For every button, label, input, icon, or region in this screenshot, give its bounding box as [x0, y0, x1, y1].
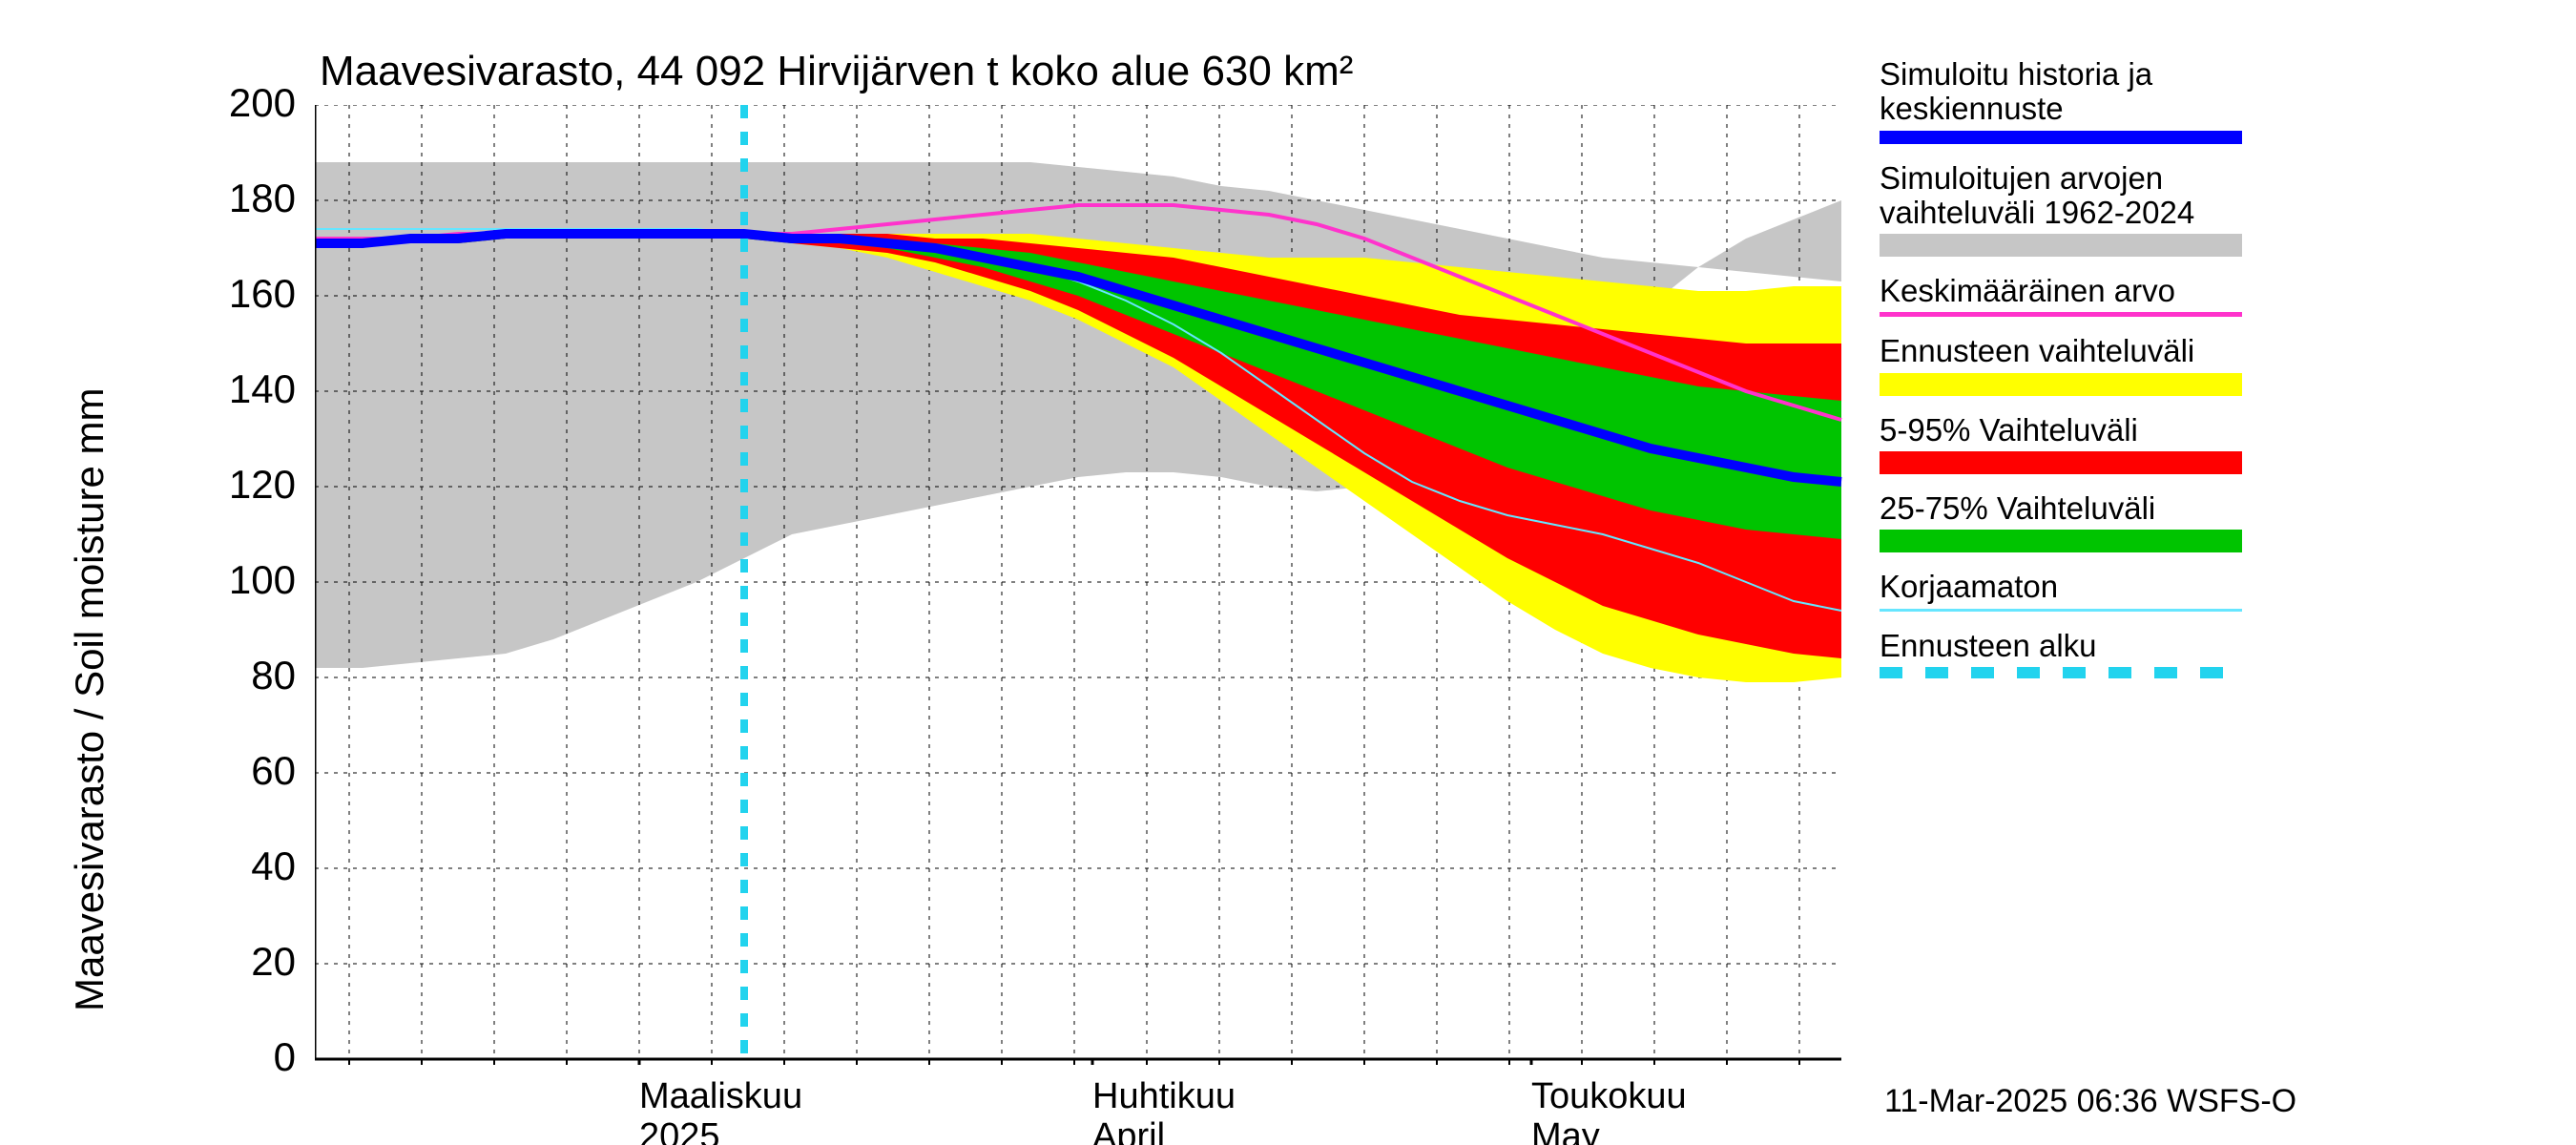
legend-label: Korjaamaton — [1880, 570, 2242, 604]
legend-item: Ennusteen vaihteluväli — [1880, 334, 2242, 395]
chart-title: Maavesivarasto, 44 092 Hirvijärven t kok… — [320, 48, 1353, 95]
legend-label: 25-75% Vaihteluväli — [1880, 491, 2242, 526]
y-tick-label: 120 — [181, 462, 296, 508]
x-tick-label: 2025 — [639, 1116, 720, 1145]
legend: Simuloitu historia jakeskiennusteSimuloi… — [1880, 57, 2242, 696]
legend-label: 5-95% Vaihteluväli — [1880, 413, 2242, 448]
legend-label: keskiennuste — [1880, 92, 2242, 126]
legend-item: Ennusteen alku — [1880, 629, 2242, 678]
legend-item: Keskimääräinen arvo — [1880, 274, 2242, 317]
y-tick-label: 200 — [181, 80, 296, 126]
timestamp-label: 11-Mar-2025 06:36 WSFS-O — [1884, 1083, 2296, 1120]
y-tick-label: 140 — [181, 366, 296, 412]
legend-item: Korjaamaton — [1880, 570, 2242, 611]
legend-label: Ennusteen vaihteluväli — [1880, 334, 2242, 368]
legend-swatch — [1880, 234, 2242, 257]
y-tick-label: 60 — [181, 748, 296, 794]
y-tick-label: 80 — [181, 653, 296, 698]
x-tick-label: Huhtikuu — [1092, 1076, 1236, 1117]
legend-label: Ennusteen alku — [1880, 629, 2242, 663]
plot-area — [315, 105, 1847, 1065]
x-tick-label: April — [1092, 1116, 1165, 1145]
legend-label: vaihteluväli 1962-2024 — [1880, 196, 2242, 230]
legend-item: Simuloitujen arvojenvaihteluväli 1962-20… — [1880, 161, 2242, 258]
y-tick-label: 20 — [181, 939, 296, 985]
y-tick-label: 160 — [181, 271, 296, 317]
legend-swatch — [1880, 609, 2242, 612]
x-tick-label: May — [1531, 1116, 1600, 1145]
x-tick-label: Toukokuu — [1531, 1076, 1687, 1117]
legend-swatch — [1880, 667, 2242, 678]
legend-item: 25-75% Vaihteluväli — [1880, 491, 2242, 552]
legend-swatch — [1880, 312, 2242, 317]
y-tick-label: 180 — [181, 176, 296, 221]
y-tick-label: 40 — [181, 843, 296, 889]
legend-label: Simuloitu historia ja — [1880, 57, 2242, 92]
legend-label: Simuloitujen arvojen — [1880, 161, 2242, 196]
legend-label: Keskimääräinen arvo — [1880, 274, 2242, 308]
legend-swatch — [1880, 451, 2242, 474]
legend-item: 5-95% Vaihteluväli — [1880, 413, 2242, 474]
legend-swatch — [1880, 530, 2242, 552]
y-axis-label: Maavesivarasto / Soil moisture mm — [67, 387, 113, 1011]
x-tick-label: Maaliskuu — [639, 1076, 802, 1117]
legend-swatch — [1880, 373, 2242, 396]
y-tick-label: 0 — [181, 1034, 296, 1080]
legend-item: Simuloitu historia jakeskiennuste — [1880, 57, 2242, 144]
chart-container: Maavesivarasto, 44 092 Hirvijärven t kok… — [0, 0, 2576, 1145]
y-tick-label: 100 — [181, 557, 296, 603]
legend-swatch — [1880, 131, 2242, 144]
